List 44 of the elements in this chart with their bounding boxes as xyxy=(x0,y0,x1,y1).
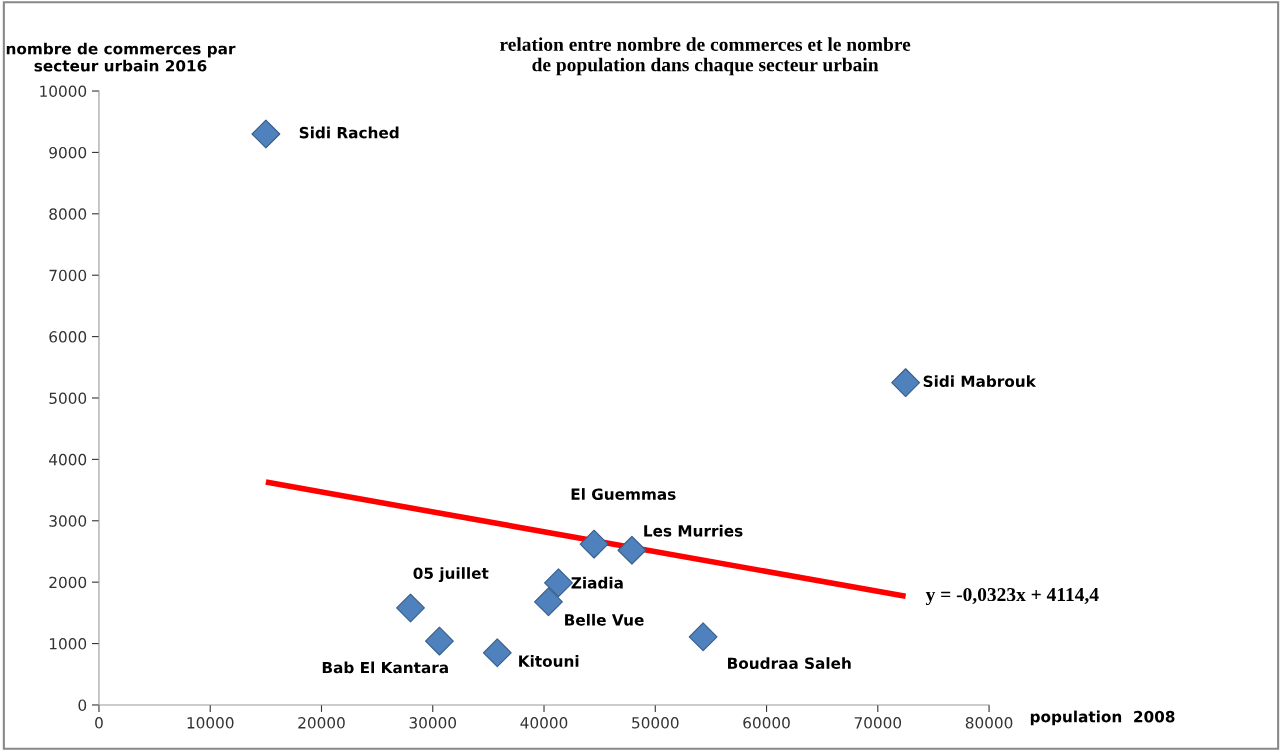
point xyxy=(688,622,718,652)
y-tick-label: 6000 xyxy=(49,331,87,343)
point xyxy=(579,529,609,559)
point xyxy=(482,638,512,668)
x-tick-label: 30000 xyxy=(409,717,457,729)
point xyxy=(396,593,425,623)
annotation: Les Murries xyxy=(644,524,743,537)
annotation: El Guemmas xyxy=(571,488,676,500)
point xyxy=(891,368,921,398)
y-tick-label: 7000 xyxy=(49,269,87,282)
point xyxy=(534,587,563,617)
y-tick-label: 8000 xyxy=(49,208,87,220)
y-tick-label: 9000 xyxy=(49,146,87,159)
x-tick-label: 10000 xyxy=(187,717,234,729)
annotation: Sidi Mabrouk xyxy=(923,375,1037,388)
point xyxy=(544,568,573,598)
y-axis-title: nombre de commerces par secteur urbain 2016 xyxy=(6,42,236,72)
y-tick-label: 0 xyxy=(78,699,87,711)
point xyxy=(251,119,281,149)
annotation: 05 juillet xyxy=(413,567,489,583)
point xyxy=(617,535,647,565)
point xyxy=(424,626,454,656)
chart-title: relation entre nombre de commerces et le nombre de population dans chaque secteur urbain xyxy=(499,37,911,76)
x-tick-label: 70000 xyxy=(854,717,902,729)
annotation: Sidi Rached xyxy=(299,126,399,139)
x-tick-label: 80000 xyxy=(965,717,1013,729)
y-tick-label: 3000 xyxy=(49,515,87,527)
y-tick-label: 10000 xyxy=(40,85,87,98)
y-tick-label: 2000 xyxy=(49,576,87,589)
x-tick-label: 50000 xyxy=(632,717,679,729)
x-tick-label: 0 xyxy=(95,717,103,729)
y-tick-label: 4000 xyxy=(49,453,87,466)
annotation: Kitouni xyxy=(519,655,579,667)
annotation: y = -0,0323x + 4114,4 xyxy=(925,587,1099,606)
annotation: Ziadia xyxy=(571,576,623,589)
x-tick-label: 40000 xyxy=(520,717,568,729)
x-tick-label: 60000 xyxy=(743,717,790,729)
x-axis-title: population 2008 xyxy=(1030,710,1175,726)
y-tick-label: 5000 xyxy=(49,392,87,405)
x-tick-label: 20000 xyxy=(298,717,345,729)
y-tick-label: 1000 xyxy=(49,638,87,650)
annotation: Bab El Kantara xyxy=(322,661,448,674)
annotation: Boudraa Saleh xyxy=(728,657,851,670)
annotation: Belle Vue xyxy=(565,613,644,626)
